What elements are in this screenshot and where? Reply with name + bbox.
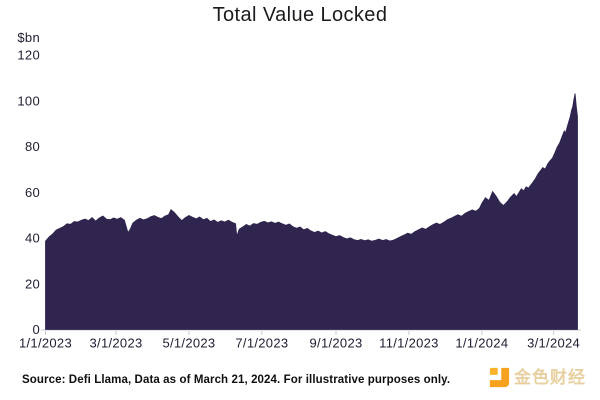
y-axis-unit-label: $bn	[17, 30, 40, 45]
y-tick-label: 40	[25, 231, 40, 246]
x-tick-label: 3/1/2024	[527, 336, 580, 351]
x-tick-label: 3/1/2023	[90, 336, 143, 351]
jinse-logo-text: 金色财经	[514, 368, 586, 387]
y-tick-label: 0	[32, 322, 40, 337]
x-tick-label: 1/1/2023	[19, 336, 72, 351]
x-tick-label: 7/1/2023	[235, 336, 288, 351]
y-tick-label: 20	[25, 276, 40, 291]
x-tick-label: 11/1/2023	[379, 336, 439, 351]
tvl-area-series	[45, 93, 578, 330]
y-tick-label: 100	[17, 93, 40, 108]
x-tick-label: 5/1/2023	[162, 336, 215, 351]
x-tick-label: 1/1/2024	[455, 336, 508, 351]
y-tick-label: 60	[25, 185, 40, 200]
jinse-logo-icon	[489, 367, 510, 388]
y-tick-label: 80	[25, 139, 40, 154]
jinse-logo: 金色财经	[489, 367, 586, 388]
source-note: Source: Defi Llama, Data as of March 21,…	[22, 374, 451, 386]
y-tick-label: 120	[17, 48, 40, 63]
x-tick-label: 9/1/2023	[310, 336, 363, 351]
chart-title: Total Value Locked	[212, 4, 388, 26]
